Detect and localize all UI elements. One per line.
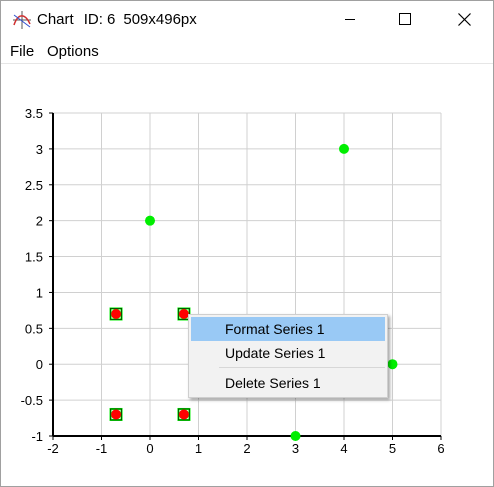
series-2-point[interactable] xyxy=(111,409,121,419)
menu-item-label: Format Series 1 xyxy=(225,321,325,337)
x-tick-label: 0 xyxy=(146,441,153,456)
menu-item-delete-series[interactable]: Delete Series 1 xyxy=(191,371,385,395)
menu-item-label: Delete Series 1 xyxy=(225,375,321,391)
series-2-point[interactable] xyxy=(179,409,189,419)
y-tick-label: 1.5 xyxy=(25,250,43,265)
series-1-point[interactable] xyxy=(291,431,301,441)
series-2-point[interactable] xyxy=(111,309,121,319)
series-1-point[interactable] xyxy=(388,359,398,369)
menu-item-label: Update Series 1 xyxy=(225,345,325,361)
x-tick-label: 4 xyxy=(340,441,347,456)
x-tick-label: 6 xyxy=(437,441,444,456)
menu-item-format-series[interactable]: Format Series 1 xyxy=(191,317,385,341)
y-tick-label: 3.5 xyxy=(25,106,43,121)
x-tick-label: 3 xyxy=(292,441,299,456)
x-tick-label: 1 xyxy=(195,441,202,456)
menu-item-update-series[interactable]: Update Series 1 xyxy=(191,341,385,365)
x-tick-label: 2 xyxy=(243,441,250,456)
y-tick-label: 3 xyxy=(36,142,43,157)
y-tick-label: -0.5 xyxy=(21,393,43,408)
x-tick-label: -2 xyxy=(47,441,59,456)
x-tick-label: 5 xyxy=(389,441,396,456)
menu-separator xyxy=(219,367,385,368)
series-1-point[interactable] xyxy=(145,216,155,226)
y-tick-label: 2.5 xyxy=(25,178,43,193)
y-tick-label: 1 xyxy=(36,285,43,300)
series-1-point[interactable] xyxy=(339,144,349,154)
y-tick-label: 0 xyxy=(36,357,43,372)
context-menu: Format Series 1 Update Series 1 Delete S… xyxy=(188,314,388,398)
x-tick-label: -1 xyxy=(96,441,108,456)
y-tick-label: 2 xyxy=(36,214,43,229)
chart-tick-labels: -2 -1 0 1 2 3 4 5 6 3.5 3 2.5 2 1.5 1 0.5 0 -0.5 -1 xyxy=(21,106,445,456)
y-tick-label: 0.5 xyxy=(25,321,43,336)
y-tick-label: -1 xyxy=(31,429,43,444)
